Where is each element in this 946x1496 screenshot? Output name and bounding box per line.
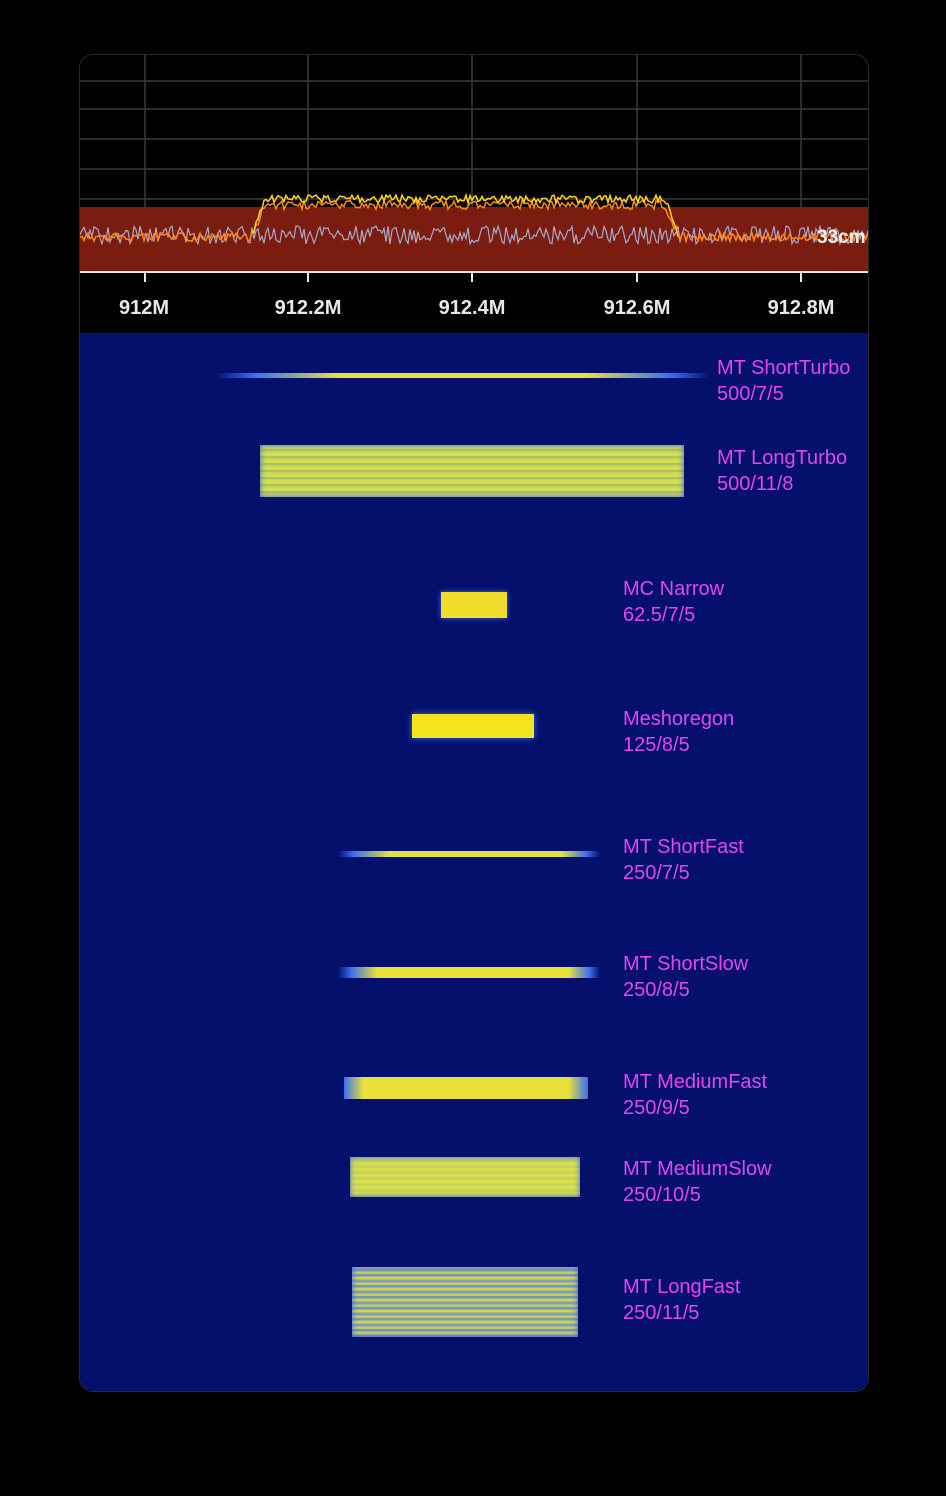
- signal-mode-name: MT LongTurbo: [717, 447, 848, 469]
- frequency-axis: 912M 912.2M 912.4M 912.6M 912.8M: [80, 271, 868, 335]
- signal-params: 250/8/5: [623, 979, 690, 1001]
- signal-mode-name: MT ShortFast: [623, 836, 744, 858]
- reference-level-label: 33cm: [817, 227, 866, 248]
- axis-tick: [144, 273, 146, 282]
- signal-params: 500/7/5: [717, 383, 784, 405]
- signal-trace: [352, 1267, 578, 1337]
- axis-tick: [471, 273, 473, 282]
- signal-params: 62.5/7/5: [623, 604, 696, 626]
- axis-tick-label: 912.6M: [603, 297, 671, 319]
- signal-mode-name: MC Narrow: [623, 578, 725, 600]
- axis-tick: [307, 273, 309, 282]
- peak-trace: [251, 192, 679, 237]
- spectrum-analyzer-panel: 33cm 912M 912.2M 912.4M 912.6M 912.8M MT…: [79, 54, 869, 1392]
- signal-trace: [338, 967, 600, 978]
- axis-tick: [800, 273, 802, 282]
- signal-mode-name: MT LongFast: [623, 1276, 741, 1298]
- signal-mode-name: MT ShortSlow: [623, 953, 749, 975]
- signal-label: MT ShortFast 250/7/5: [623, 834, 744, 886]
- signal-trace: [215, 373, 710, 378]
- signal-trace: [338, 851, 600, 857]
- signal-params: 500/11/8: [717, 473, 794, 495]
- signal-label: MT MediumFast 250/9/5: [623, 1069, 767, 1121]
- signal-label: MT LongFast 250/11/5: [623, 1274, 740, 1326]
- signal-mode-name: MT MediumSlow: [623, 1158, 772, 1180]
- signal-trace: [260, 445, 684, 497]
- axis-tick-label: 912.2M: [274, 297, 342, 319]
- axis-tick-label: 912.8M: [767, 297, 835, 319]
- axis-tick: [636, 273, 638, 282]
- signal-label: MT ShortTurbo 500/7/5: [717, 355, 850, 407]
- signal-label: MT ShortSlow 250/8/5: [623, 951, 748, 1003]
- signal-params: 250/9/5: [623, 1097, 690, 1119]
- signal-params: 125/8/5: [623, 734, 690, 756]
- signal-mode-name: MT ShortTurbo: [717, 357, 851, 379]
- axis-tick-label: 912M: [118, 297, 170, 319]
- signal-label: MC Narrow 62.5/7/5: [623, 576, 724, 628]
- spectrum-plot: 33cm: [80, 55, 868, 271]
- average-trace: [80, 197, 868, 244]
- signal-trace: [344, 1077, 588, 1099]
- signal-label: MT LongTurbo 500/11/8: [717, 445, 847, 497]
- signal-trace: [350, 1157, 580, 1197]
- signal-params: 250/10/5: [623, 1184, 701, 1206]
- signal-label: Meshoregon 125/8/5: [623, 706, 734, 758]
- spectrum-svg: [80, 55, 868, 271]
- signal-mode-name: MT MediumFast: [623, 1071, 768, 1093]
- signal-trace: [441, 592, 507, 618]
- waterfall-display: MT ShortTurbo 500/7/5 MT LongTurbo 500/1…: [80, 333, 868, 1391]
- signal-params: 250/11/5: [623, 1302, 700, 1324]
- signal-mode-name: Meshoregon: [623, 708, 735, 730]
- signal-trace: [412, 714, 534, 738]
- signal-label: MT MediumSlow 250/10/5: [623, 1156, 772, 1208]
- signal-params: 250/7/5: [623, 862, 690, 884]
- axis-tick-label: 912.4M: [438, 297, 506, 319]
- live-trace: [80, 224, 868, 247]
